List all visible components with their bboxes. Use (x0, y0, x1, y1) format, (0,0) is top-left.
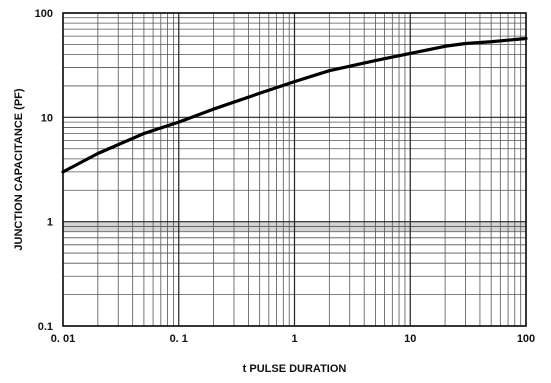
x-tick-labels: 0. 01 0. 1 1 10 100 (51, 333, 535, 345)
y-tick-label: 100 (35, 8, 53, 20)
series-line-1 (61, 36, 528, 174)
x-tick-label: 0. 01 (51, 333, 75, 345)
series-layer (61, 36, 528, 174)
x-tick-label: 10 (404, 333, 416, 345)
y-tick-label: 10 (41, 112, 53, 124)
x-tick-label: 100 (517, 333, 535, 345)
plot-frame (62, 12, 527, 327)
x-tick-label: 1 (291, 333, 297, 345)
y-tick-label: 1 (47, 217, 53, 229)
x-axis-label: t PULSE DURATION (243, 363, 347, 375)
x-tick-label: 0. 1 (170, 333, 188, 345)
y-tick-labels: 0.1 1 10 100 (35, 8, 53, 333)
y-tick-label: 0.1 (38, 321, 53, 333)
y-axis-label: JUNCTION CAPACITANCE (PF) (13, 88, 25, 250)
